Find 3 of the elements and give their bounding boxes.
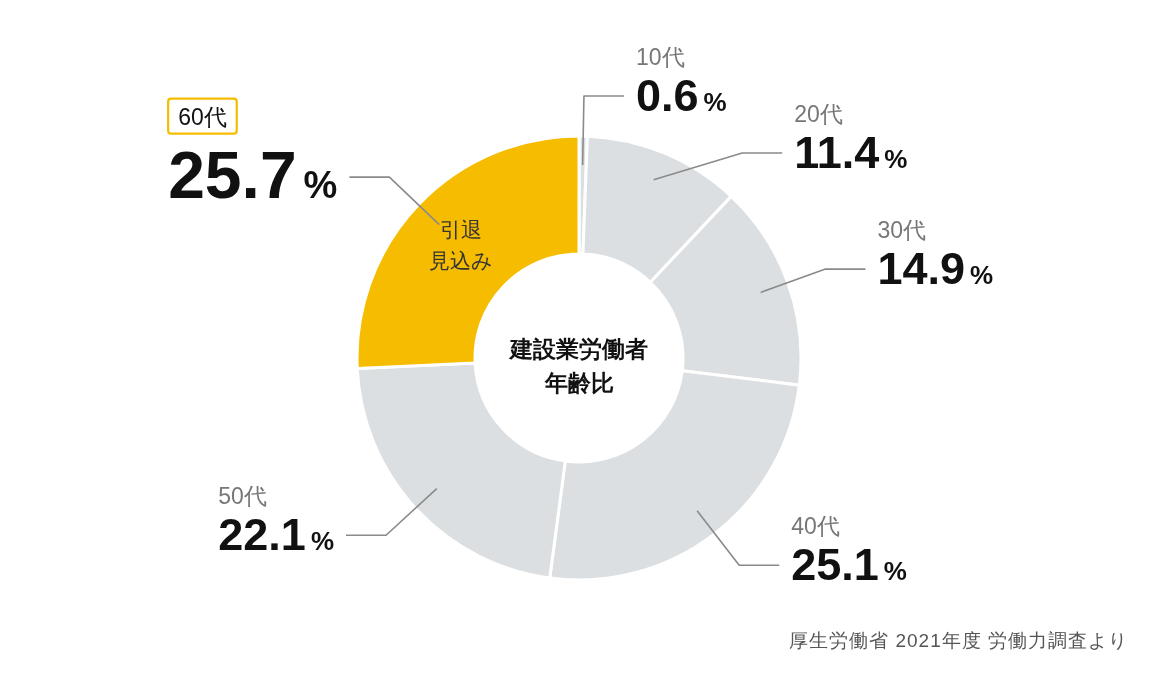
title: 建設業労働者年齢比 [510,336,648,396]
annotation: 引退見込み [429,218,494,272]
annotation: 厚生労働省 2021年度 労働力調査より [789,630,1128,651]
